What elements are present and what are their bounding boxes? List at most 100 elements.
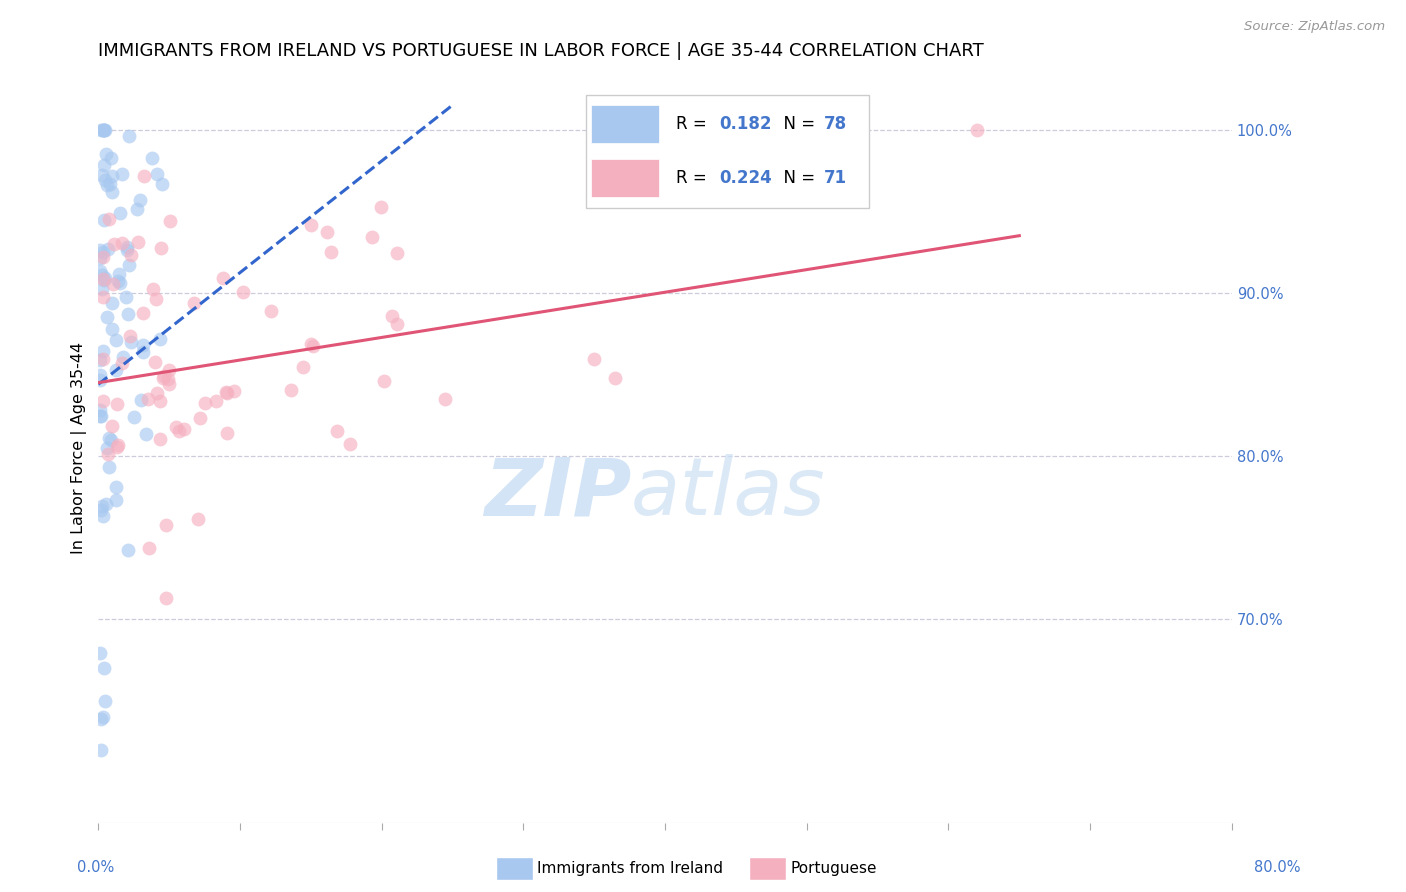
Point: [97, 242, 120, 256]
Point: [132, 345, 155, 359]
Point: [98, 178, 121, 192]
Point: [108, 205, 131, 219]
Point: [316, 225, 339, 239]
Point: [93, 158, 115, 172]
Point: [122, 410, 145, 425]
Point: [136, 392, 159, 406]
Point: [96, 178, 118, 192]
Point: [132, 306, 155, 320]
Point: [96, 147, 118, 161]
Point: [104, 493, 127, 508]
Point: [91, 122, 114, 136]
Point: [183, 295, 205, 310]
Point: [107, 274, 129, 288]
Point: [292, 360, 315, 375]
Point: [96, 441, 118, 455]
Point: [145, 292, 167, 306]
Point: [157, 363, 180, 377]
Point: [146, 167, 169, 181]
Text: atlas: atlas: [631, 454, 825, 532]
Point: [214, 385, 236, 400]
Point: [101, 321, 124, 335]
Point: [360, 229, 382, 244]
Point: [108, 277, 131, 291]
Text: Portuguese: Portuguese: [790, 862, 877, 876]
Point: [98, 460, 121, 475]
Text: IMMIGRANTS FROM IRELAND VS PORTUGUESE IN LABOR FORCE | AGE 35-44 CORRELATION CHA: IMMIGRANTS FROM IRELAND VS PORTUGUESE IN…: [98, 42, 984, 60]
Point: [149, 393, 172, 408]
Point: [89, 646, 111, 660]
Point: [91, 710, 114, 724]
Point: [319, 244, 342, 259]
Point: [101, 277, 124, 292]
Point: [100, 434, 122, 448]
Point: [89, 264, 111, 278]
Point: [152, 370, 174, 384]
Point: [165, 419, 187, 434]
Point: [155, 591, 177, 606]
Point: [90, 713, 112, 727]
Point: [118, 258, 141, 272]
Point: [97, 447, 120, 461]
Point: [194, 396, 217, 410]
Point: [100, 151, 122, 165]
Point: [326, 425, 349, 439]
Point: [142, 282, 165, 296]
Point: [187, 512, 209, 526]
Point: [153, 369, 176, 384]
Point: [89, 409, 111, 424]
Point: [100, 296, 122, 310]
Point: [339, 437, 361, 451]
Point: [105, 441, 128, 455]
Point: [93, 213, 115, 227]
Point: [157, 372, 180, 386]
Point: [89, 368, 111, 383]
Point: [373, 374, 395, 388]
Point: [101, 185, 124, 199]
Point: [215, 426, 238, 441]
Point: [145, 385, 167, 400]
Point: [91, 268, 114, 282]
Point: [96, 497, 118, 511]
Point: [299, 337, 322, 351]
Point: [280, 383, 302, 397]
Point: [91, 282, 114, 296]
Point: [91, 500, 114, 514]
Point: [217, 386, 239, 401]
Point: [127, 235, 149, 249]
Point: [93, 661, 115, 675]
Text: Source: ZipAtlas.com: Source: ZipAtlas.com: [1244, 20, 1385, 33]
Point: [135, 427, 157, 442]
Point: [118, 128, 141, 143]
Point: [91, 344, 114, 359]
Point: [148, 433, 170, 447]
Point: [434, 392, 457, 406]
Point: [114, 290, 136, 304]
Point: [299, 218, 322, 232]
Point: [111, 355, 134, 369]
Point: [150, 242, 173, 256]
Point: [134, 169, 156, 183]
Point: [115, 243, 138, 257]
Point: [89, 352, 111, 367]
Point: [90, 743, 112, 757]
Point: [107, 438, 129, 452]
Point: [149, 332, 172, 346]
Point: [90, 122, 112, 136]
Point: [381, 310, 404, 324]
Point: [143, 354, 166, 368]
Point: [93, 271, 115, 285]
Text: 80.0%: 80.0%: [1254, 860, 1301, 874]
Point: [150, 177, 173, 191]
Point: [224, 384, 246, 398]
Point: [385, 317, 408, 331]
Point: [93, 122, 115, 136]
Point: [212, 271, 235, 285]
Point: [89, 251, 111, 265]
Point: [89, 373, 111, 387]
Point: [111, 167, 134, 181]
Point: [93, 273, 115, 287]
Point: [112, 350, 135, 364]
Point: [301, 339, 323, 353]
Point: [115, 240, 138, 254]
